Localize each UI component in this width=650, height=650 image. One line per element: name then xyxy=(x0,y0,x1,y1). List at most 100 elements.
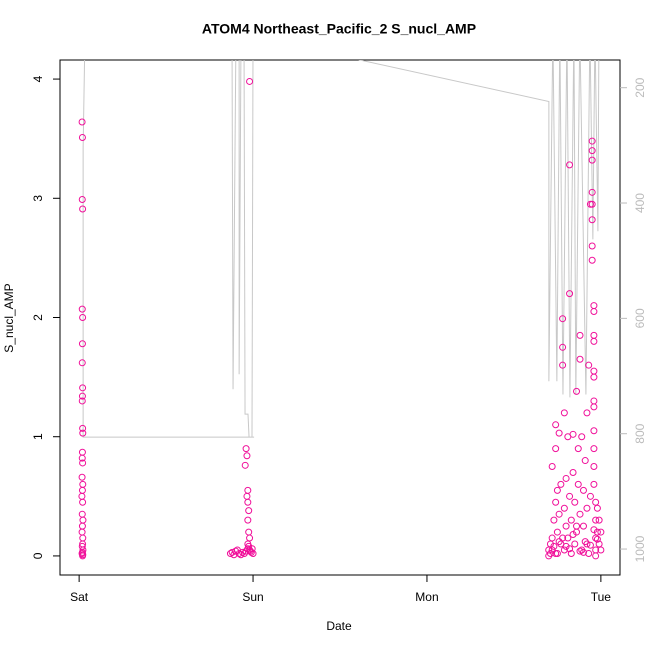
y-tick-label: 4 xyxy=(31,75,45,82)
y-tick-label: 1 xyxy=(31,433,45,440)
data-point xyxy=(562,522,570,530)
data-point xyxy=(248,545,256,553)
data-point xyxy=(78,473,86,481)
data-point xyxy=(79,459,87,467)
data-point xyxy=(590,463,598,471)
x-tick-label: Mon xyxy=(415,590,438,604)
data-point xyxy=(79,552,87,560)
data-point xyxy=(588,200,596,208)
y2-tick-label: 1000 xyxy=(633,535,647,562)
data-point xyxy=(569,430,577,438)
data-point xyxy=(590,427,598,435)
data-point xyxy=(244,516,252,524)
data-point xyxy=(588,188,596,196)
data-point xyxy=(593,535,601,543)
data-point xyxy=(553,486,561,494)
data-point xyxy=(241,461,249,469)
data-point xyxy=(574,445,582,453)
data-point xyxy=(552,421,560,429)
data-point xyxy=(579,522,587,530)
data-point xyxy=(586,492,594,500)
data-point xyxy=(232,547,240,555)
data-point xyxy=(567,550,575,558)
data-point xyxy=(79,314,87,321)
data-point xyxy=(573,387,581,395)
data-point xyxy=(590,526,598,534)
data-point xyxy=(555,510,563,518)
y-tick-label: 2 xyxy=(31,314,45,321)
data-point xyxy=(569,468,577,476)
data-point xyxy=(586,541,594,549)
data-point xyxy=(597,546,605,554)
data-point xyxy=(590,445,598,453)
x-tick-label: Tue xyxy=(591,590,612,604)
data-point xyxy=(560,409,568,417)
data-point xyxy=(588,156,596,164)
data-point xyxy=(555,538,563,546)
data-point xyxy=(79,424,87,432)
data-point xyxy=(247,548,255,556)
data-point xyxy=(552,550,560,558)
data-point xyxy=(79,429,87,437)
data-point xyxy=(590,480,598,488)
data-point xyxy=(569,530,577,538)
chart-title: ATOM4 Northeast_Pacific_2 S_nucl_AMP xyxy=(202,21,476,37)
data-point xyxy=(244,498,252,506)
data-point xyxy=(553,528,561,536)
data-point xyxy=(576,331,584,339)
data-point xyxy=(552,498,560,506)
data-point xyxy=(579,486,587,494)
data-point xyxy=(78,195,86,203)
data-point xyxy=(559,315,567,323)
y2-tick-label: 200 xyxy=(633,77,647,97)
data-point xyxy=(78,305,86,313)
data-point xyxy=(590,337,598,345)
data-point xyxy=(576,355,584,363)
data-point xyxy=(78,392,86,400)
data-point xyxy=(590,308,598,316)
data-point xyxy=(574,480,582,488)
data-point xyxy=(555,429,563,437)
y-tick-label: 0 xyxy=(31,552,45,559)
data-point xyxy=(593,504,601,512)
data-point xyxy=(550,516,558,524)
data-point xyxy=(559,534,567,542)
data-point xyxy=(566,545,574,553)
data-point xyxy=(239,548,247,556)
x-tick-label: Sun xyxy=(242,590,263,604)
y2-tick-label: 800 xyxy=(633,423,647,443)
data-point xyxy=(79,498,87,506)
data-point xyxy=(548,546,556,554)
data-point xyxy=(78,133,86,141)
x-tick-label: Sat xyxy=(70,590,89,604)
data-point xyxy=(573,522,581,530)
data-point xyxy=(566,492,574,500)
data-point xyxy=(590,373,598,381)
data-point xyxy=(593,528,601,536)
data-point xyxy=(78,454,86,462)
data-point xyxy=(595,516,603,524)
data-point xyxy=(566,161,574,169)
data-point xyxy=(562,542,570,550)
data-point xyxy=(557,480,565,488)
data-point xyxy=(585,550,593,558)
data-point xyxy=(581,457,589,465)
data-point xyxy=(79,384,87,392)
data-point xyxy=(590,403,598,411)
y2-tick-label: 600 xyxy=(633,308,647,328)
data-point xyxy=(245,507,253,515)
data-point xyxy=(548,534,556,542)
data-point xyxy=(560,546,568,554)
data-point xyxy=(245,542,253,550)
data-point xyxy=(78,118,86,126)
data-point xyxy=(583,540,591,548)
x-axis-title: Date xyxy=(326,619,352,633)
data-point xyxy=(564,534,572,542)
data-point xyxy=(579,548,587,556)
line-layer xyxy=(82,60,600,438)
data-point xyxy=(588,147,596,155)
data-point xyxy=(548,463,556,471)
data-point xyxy=(235,550,243,558)
